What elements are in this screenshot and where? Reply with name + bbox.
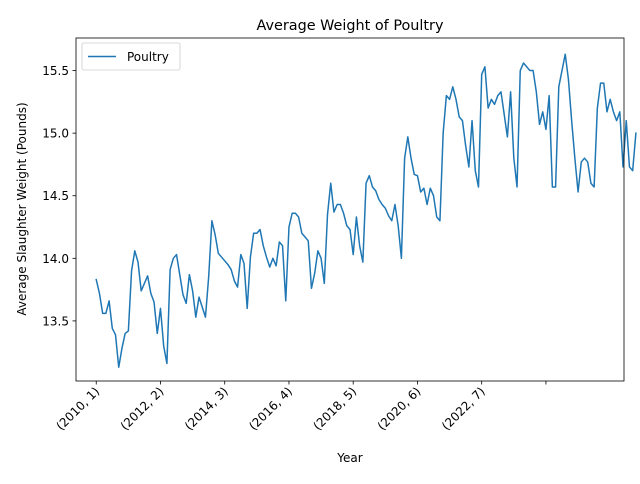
y-tick-label: 14.0 xyxy=(42,252,69,266)
legend-box xyxy=(81,42,181,71)
chart-title: Average Weight of Poultry xyxy=(257,18,444,34)
y-tick-label: 15.5 xyxy=(42,64,69,78)
plot-frame xyxy=(75,37,625,382)
y-tick-label: 13.5 xyxy=(42,314,69,328)
y-axis: 13.5 14.0 14.5 15.0 15.5 xyxy=(42,64,76,328)
y-tick-label: 14.5 xyxy=(42,189,69,203)
legend: Poultry xyxy=(81,42,181,71)
series-lines xyxy=(95,53,637,368)
y-axis-label: Average Slaughter Weight (Pounds) xyxy=(15,102,29,315)
plot-area xyxy=(75,37,637,382)
series-line-poultry xyxy=(95,53,637,368)
legend-label-poultry: Poultry xyxy=(127,50,169,64)
y-tick-label: 15.0 xyxy=(42,127,69,141)
x-axis-label: Year xyxy=(336,451,362,465)
